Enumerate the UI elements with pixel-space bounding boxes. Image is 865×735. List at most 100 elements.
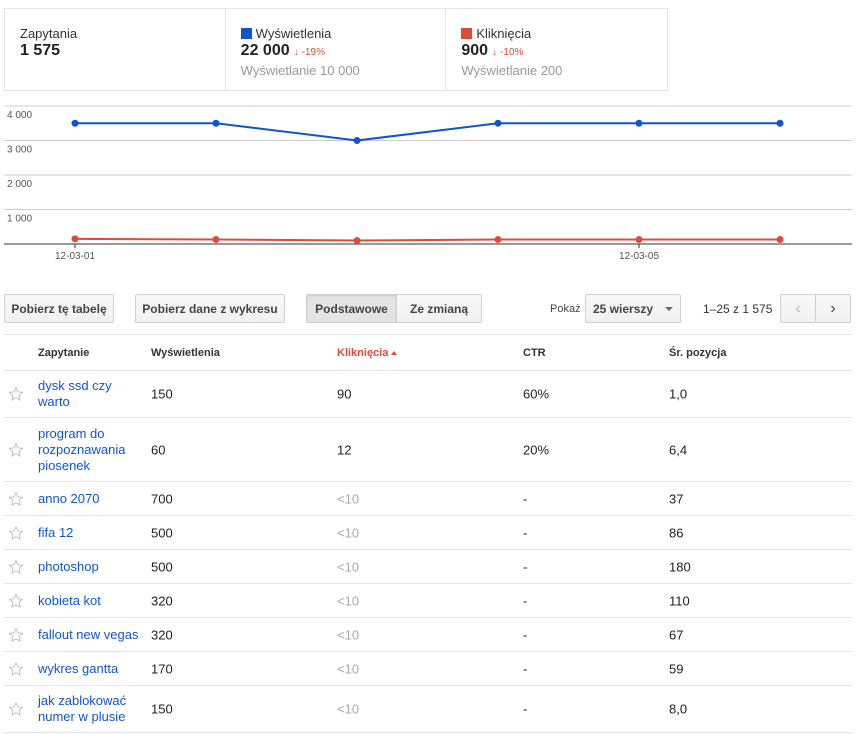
- clicks-swatch-icon: [461, 27, 473, 39]
- position-cell: 59: [669, 661, 684, 676]
- with-change-view-button[interactable]: Ze zmianą: [397, 295, 481, 322]
- basic-view-button[interactable]: Podstawowe: [307, 295, 397, 322]
- header-clicks-label: Kliknięcia: [337, 346, 389, 359]
- star-icon[interactable]: [8, 525, 24, 541]
- table-row: dysk ssd czy warto 150 90 60% 1,0: [4, 371, 852, 418]
- clicks-cell: <10: [337, 627, 360, 642]
- impressions-cell: 170: [151, 661, 173, 676]
- download-table-button[interactable]: Pobierz tę tabelę: [4, 294, 114, 323]
- table-row: fallout new vegas 320 <10 - 67: [4, 618, 852, 652]
- clicks-label: Kliknięcia: [476, 25, 532, 41]
- table-row: kobieta kot 320 <10 - 110: [4, 584, 852, 618]
- clicks-value: 900: [461, 42, 489, 59]
- impressions-sub: Wyświetlanie 10 000: [240, 63, 360, 78]
- x-tick-label: 12-03-01: [55, 251, 95, 262]
- data-point: [353, 237, 361, 245]
- star-icon[interactable]: [8, 701, 24, 717]
- impressions-cell: 150: [151, 386, 173, 402]
- impressions-card[interactable]: Wyświetlenia 22 000 ↓ -19% Wyświetlanie 1…: [226, 9, 447, 90]
- position-cell: 8,0: [669, 701, 688, 717]
- pagination-range: 1–25 z 1 575: [703, 302, 773, 316]
- position-cell: 86: [669, 525, 684, 540]
- query-link[interactable]: anno 2070: [38, 490, 100, 506]
- series-line: [74, 237, 780, 242]
- query-link[interactable]: program do rozpoznawania piosenek: [38, 425, 126, 473]
- query-link[interactable]: kobieta kot: [38, 592, 101, 608]
- query-link[interactable]: dysk ssd czy warto: [38, 378, 112, 409]
- previous-page-button[interactable]: ‹: [780, 294, 816, 323]
- x-tick-label: 12-03-05: [619, 251, 659, 262]
- clicks-cell: 12: [337, 442, 352, 457]
- position-cell: 67: [669, 627, 684, 642]
- download-chart-data-button[interactable]: Pobierz dane z wykresu: [135, 294, 285, 323]
- header-impressions[interactable]: Wyświetlenia: [151, 346, 220, 359]
- sort-ascending-icon: [391, 350, 398, 355]
- star-icon[interactable]: [8, 491, 24, 507]
- clicks-delta: ↓ -10%: [492, 47, 523, 58]
- impressions-delta-value: -19%: [301, 47, 325, 58]
- data-point: [71, 235, 79, 243]
- y-tick-label: 4 000: [7, 110, 32, 121]
- table-row: fifa 12 500 <10 - 86: [4, 516, 852, 550]
- queries-label: Zapytania: [20, 25, 78, 41]
- chevron-left-icon: ‹: [795, 299, 801, 317]
- ctr-cell: -: [523, 559, 528, 574]
- header-position[interactable]: Śr. pozycja: [669, 346, 727, 359]
- data-point: [635, 119, 643, 127]
- impressions-swatch-icon: [240, 27, 252, 39]
- query-link[interactable]: fallout new vegas: [38, 626, 139, 642]
- data-point: [212, 119, 220, 127]
- arrow-down-icon: ↓: [293, 47, 299, 58]
- data-point: [212, 236, 220, 244]
- data-point: [71, 119, 79, 127]
- header-clicks[interactable]: Kliknięcia: [337, 346, 398, 359]
- clicks-cell: <10: [337, 525, 360, 540]
- clicks-cell: 90: [337, 386, 352, 402]
- ctr-cell: -: [523, 661, 528, 676]
- ctr-cell: 60%: [523, 386, 550, 402]
- data-point: [494, 119, 502, 127]
- star-icon[interactable]: [8, 593, 24, 609]
- header-ctr[interactable]: CTR: [523, 346, 546, 359]
- clicks-sub: Wyświetlanie 200: [461, 63, 563, 78]
- queries-value: 1 575: [20, 42, 61, 59]
- star-icon[interactable]: [8, 386, 24, 402]
- query-link[interactable]: jak zablokować numer w plusie: [38, 693, 127, 724]
- next-page-button[interactable]: ›: [815, 294, 851, 323]
- clicks-delta-value: -10%: [500, 47, 524, 58]
- clicks-cell: <10: [337, 491, 360, 506]
- series-line: [75, 122, 780, 142]
- table-row: program do rozpoznawania piosenek 60 12 20%…: [4, 418, 852, 482]
- impressions-value: 22 000: [240, 42, 290, 59]
- star-icon[interactable]: [8, 661, 24, 677]
- y-tick-label: 1 000: [7, 214, 32, 225]
- chevron-right-icon: ›: [830, 299, 836, 317]
- clicks-cell: <10: [337, 559, 360, 574]
- rows-per-page-select[interactable]: 25 wierszy: [585, 294, 681, 323]
- star-icon[interactable]: [8, 627, 24, 643]
- clicks-card[interactable]: Kliknięcia 900 ↓ -10% Wyświetlanie 200: [446, 9, 667, 90]
- star-icon[interactable]: [8, 559, 24, 575]
- queries-card: Zapytania 1 575: [5, 9, 226, 90]
- position-cell: 37: [669, 491, 684, 506]
- y-tick-label: 2 000: [7, 179, 32, 190]
- header-query[interactable]: Zapytanie: [38, 346, 90, 359]
- impressions-cell: 60: [151, 442, 166, 457]
- query-link[interactable]: fifa 12: [38, 524, 74, 540]
- position-cell: 180: [669, 559, 691, 574]
- clicks-cell: <10: [337, 661, 360, 676]
- data-point: [776, 119, 784, 127]
- ctr-cell: -: [523, 491, 528, 506]
- impressions-cell: 320: [151, 627, 173, 642]
- table-body: dysk ssd czy warto 150 90 60% 1,0 program do …: [4, 371, 852, 733]
- arrow-down-icon: ↓: [492, 47, 498, 58]
- star-icon[interactable]: [8, 442, 24, 458]
- chart-svg: 1 000 2 000 3 000 4 000 12-03-01 12-03-05: [4, 105, 852, 262]
- ctr-cell: -: [523, 525, 528, 540]
- query-link[interactable]: photoshop: [38, 558, 99, 574]
- impressions-cell: 150: [151, 701, 173, 717]
- impressions-label: Wyświetlenia: [255, 25, 332, 41]
- query-link[interactable]: wykres gantta: [38, 660, 119, 676]
- position-cell: 1,0: [669, 386, 688, 402]
- position-cell: 6,4: [669, 442, 688, 457]
